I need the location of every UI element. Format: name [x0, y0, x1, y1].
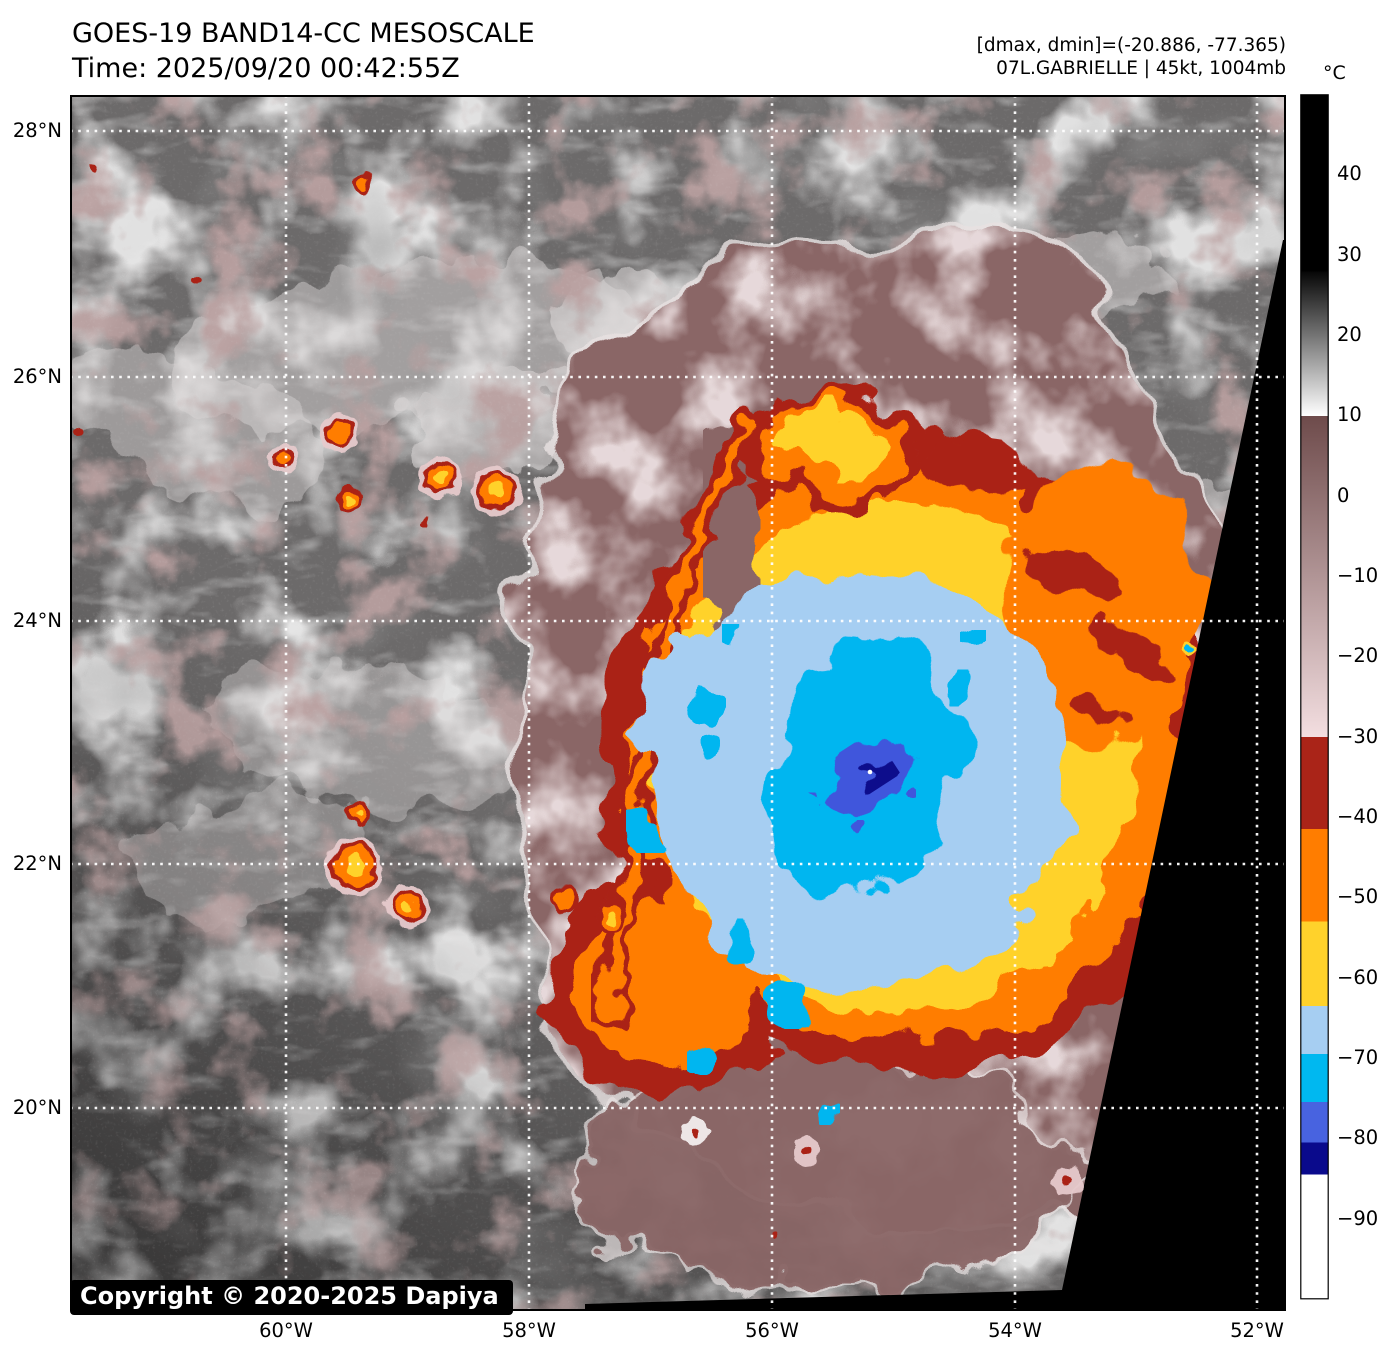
colorbar-tick-label: −30: [1337, 724, 1379, 748]
convective-cell: [320, 412, 360, 452]
lat-tick-label: 24°N: [12, 609, 62, 632]
colorbar-tick-label: −70: [1337, 1046, 1379, 1069]
convective-cell: [472, 466, 522, 516]
colorbar-tick-label: 30: [1337, 242, 1362, 266]
convective-cell: [419, 457, 461, 499]
colorbar-unit-label: °C: [1323, 62, 1346, 84]
storm-info-annotation: 07L.GABRIELLE | 45kt, 1004mb: [996, 58, 1286, 79]
convective-cell: [550, 883, 580, 913]
dmax-dmin-annotation: [dmax, dmin]=(-20.886, -77.365): [976, 35, 1286, 56]
lat-tick-label: 22°N: [12, 852, 62, 875]
map-border: [70, 95, 1286, 1311]
lat-tick-label: 26°N: [12, 365, 62, 388]
graticule-gridlines: [70, 95, 1286, 1311]
colorbar-tick-label: 40: [1337, 162, 1362, 186]
colorbar-tick-label: −40: [1337, 805, 1379, 828]
colorbar-tick-label: 0: [1337, 483, 1350, 507]
colorbar-tick-label: −90: [1337, 1206, 1379, 1230]
convective-cell: [1053, 1166, 1081, 1194]
convective-cell: [268, 443, 298, 473]
scan-edge-black-wedge: [585, 240, 1286, 1311]
colorbar-tick-label: −50: [1337, 885, 1379, 909]
convective-cell: [193, 276, 201, 284]
colorbar-tick-label: −80: [1337, 1126, 1379, 1150]
convective-cell: [346, 801, 370, 825]
convective-cell: [421, 520, 429, 528]
lat-tick-label: 28°N: [12, 119, 62, 142]
lon-tick-label: 58°W: [502, 1319, 556, 1342]
convective-cell: [336, 488, 360, 512]
copyright-badge: Copyright © 2020-2025 Dapiya: [70, 1280, 513, 1315]
page-title: GOES-19 BAND14-CC MESOSCALE: [72, 18, 535, 49]
convective-cell: [88, 163, 96, 171]
convective-cells: [73, 163, 1195, 1241]
satellite-map-image: [70, 95, 1286, 1311]
convective-cell: [326, 837, 384, 895]
colorbar-gradient: [1300, 94, 1329, 1300]
lon-tick-label: 56°W: [745, 1319, 799, 1342]
colorbar-tick-label: −10: [1337, 564, 1379, 587]
convective-cell: [792, 1137, 820, 1165]
lon-tick-label: 60°W: [259, 1319, 313, 1342]
colorbar-tick-label: 10: [1337, 403, 1362, 427]
lon-tick-label: 52°W: [1230, 1319, 1284, 1342]
convective-cell: [596, 902, 628, 934]
convective-cell: [1181, 641, 1195, 655]
lon-tick-label: 54°W: [988, 1319, 1042, 1342]
copyright-text: Copyright © 2020-2025 Dapiya: [80, 1282, 499, 1310]
convective-cell: [73, 425, 83, 435]
convective-cell: [353, 172, 373, 192]
storm-core-rings: [550, 387, 1220, 1122]
convective-cell: [386, 884, 430, 928]
bottom-cloud-mass: [575, 1039, 1078, 1286]
convective-cell: [682, 1119, 708, 1145]
colorbar-tick-label: 20: [1337, 323, 1362, 346]
colorbar-tick-label: −60: [1337, 965, 1379, 989]
lat-tick-label: 20°N: [12, 1096, 62, 1119]
colorbar-tick-label: −20: [1337, 644, 1379, 668]
colorbar: [1300, 94, 1329, 1300]
timestamp-line: Time: 2025/09/20 00:42:55Z: [72, 53, 460, 84]
